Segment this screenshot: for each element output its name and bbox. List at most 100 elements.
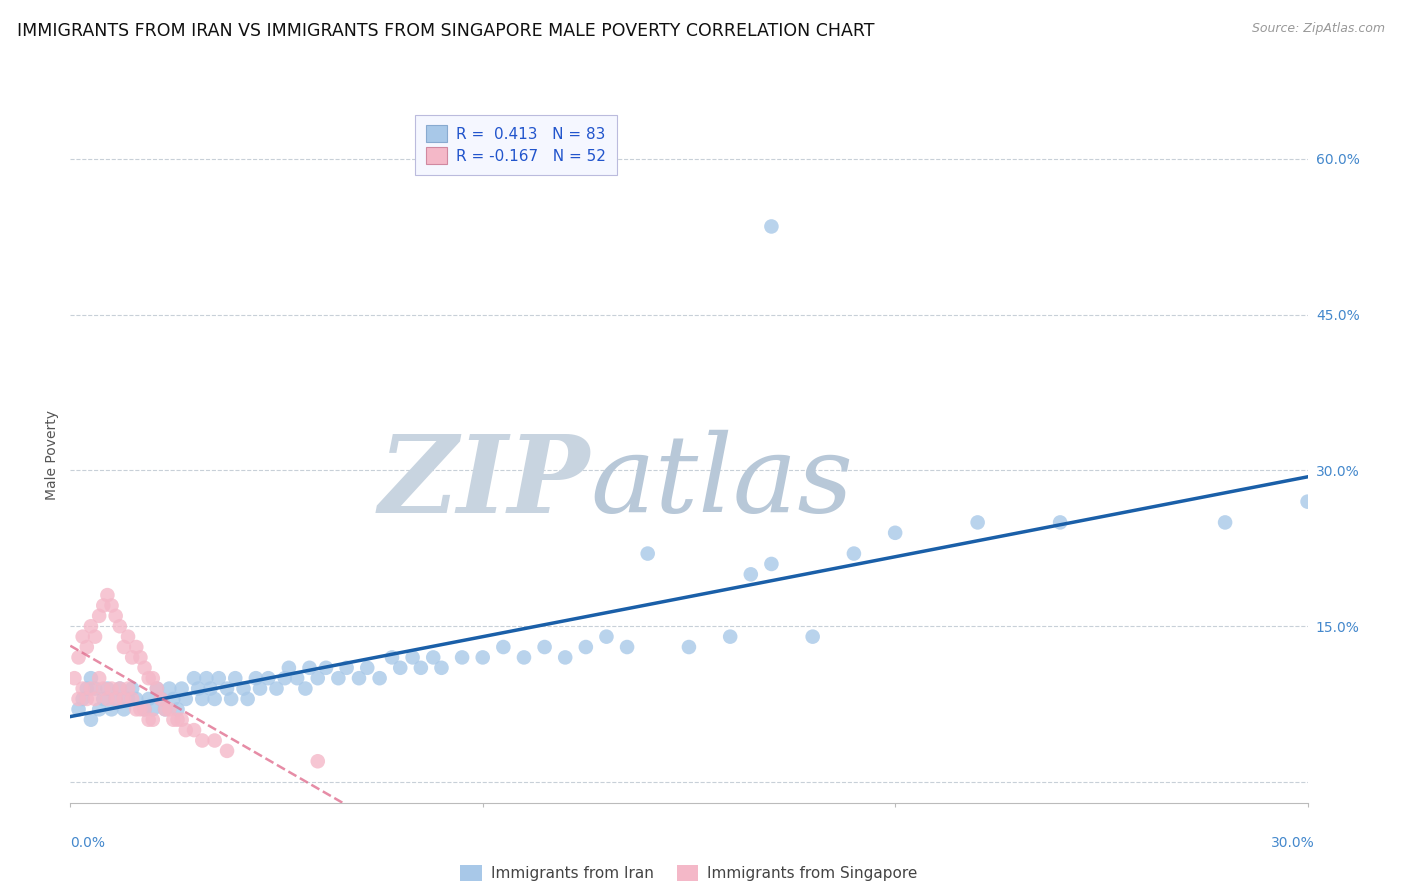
Point (72, 692, 94, 706)
Point (80, 671, 103, 685)
Point (91, 692, 114, 706)
Point (150, 692, 173, 706)
Point (389, 661, 412, 675)
Point (513, 650, 536, 665)
Point (315, 661, 337, 675)
Point (104, 692, 127, 706)
Point (108, 681, 131, 696)
Point (146, 681, 169, 696)
Point (121, 692, 143, 706)
Point (100, 599, 122, 613)
Point (150, 692, 173, 706)
Point (67, 650, 90, 665)
Text: IMMIGRANTS FROM IRAN VS IMMIGRANTS FROM SINGAPORE MALE POVERTY CORRELATION CHART: IMMIGRANTS FROM IRAN VS IMMIGRANTS FROM … (17, 22, 875, 40)
Point (1213, 516, 1236, 530)
Point (637, 547, 659, 561)
Point (492, 640, 515, 654)
Point (451, 650, 474, 665)
Point (104, 608, 127, 623)
Point (191, 733, 214, 747)
Y-axis label: Male Poverty: Male Poverty (45, 410, 59, 500)
Point (76, 640, 98, 654)
Point (84, 681, 107, 696)
Point (125, 702, 148, 716)
Point (153, 702, 176, 716)
Point (277, 661, 299, 675)
Point (274, 671, 297, 685)
Point (616, 640, 638, 654)
Point (219, 692, 242, 706)
Point (72, 630, 94, 644)
Point (575, 640, 598, 654)
Point (884, 525, 907, 540)
Point (718, 630, 741, 644)
Point (740, 567, 762, 582)
Point (104, 692, 127, 706)
Point (191, 692, 214, 706)
Point (595, 630, 617, 644)
Point (1049, 516, 1071, 530)
Point (245, 671, 267, 685)
Point (1296, 494, 1319, 508)
Point (257, 671, 280, 685)
Point (117, 630, 139, 644)
Point (138, 671, 160, 685)
Point (142, 702, 165, 716)
Point (678, 640, 700, 654)
Point (328, 671, 350, 685)
Point (96, 681, 118, 696)
Point (761, 219, 783, 234)
Point (162, 713, 184, 727)
Point (134, 702, 156, 716)
Point (307, 671, 329, 685)
Point (307, 754, 329, 768)
Point (249, 681, 271, 696)
Point (471, 650, 494, 665)
Point (285, 671, 308, 685)
Point (966, 516, 988, 530)
Point (336, 661, 359, 675)
Point (84, 692, 107, 706)
Point (236, 692, 259, 706)
Text: 0.0%: 0.0% (70, 836, 105, 850)
Point (170, 713, 193, 727)
Point (67, 692, 90, 706)
Point (381, 650, 404, 665)
Point (153, 702, 176, 716)
Point (409, 661, 432, 675)
Point (157, 681, 180, 696)
Text: ZIP: ZIP (378, 430, 591, 536)
Text: atlas: atlas (591, 430, 853, 535)
Point (215, 681, 238, 696)
Point (266, 681, 288, 696)
Point (91, 681, 114, 696)
Point (80, 681, 103, 696)
Point (108, 681, 131, 696)
Point (554, 650, 576, 665)
Point (96, 692, 118, 706)
Point (224, 671, 246, 685)
Point (96, 588, 118, 602)
Point (76, 681, 98, 696)
Point (204, 733, 226, 747)
Point (67, 702, 90, 716)
Point (100, 681, 122, 696)
Point (125, 640, 148, 654)
Point (422, 650, 444, 665)
Legend: Immigrants from Iran, Immigrants from Singapore: Immigrants from Iran, Immigrants from Si… (453, 858, 925, 889)
Point (215, 744, 238, 758)
Point (166, 702, 188, 716)
Point (174, 692, 197, 706)
Point (200, 681, 222, 696)
Point (183, 671, 205, 685)
Point (72, 681, 94, 696)
Point (430, 661, 453, 675)
Point (356, 661, 378, 675)
Point (298, 661, 321, 675)
Point (121, 681, 143, 696)
Point (761, 557, 783, 571)
Point (187, 681, 209, 696)
Point (76, 692, 98, 706)
Point (157, 702, 180, 716)
Point (138, 692, 160, 706)
